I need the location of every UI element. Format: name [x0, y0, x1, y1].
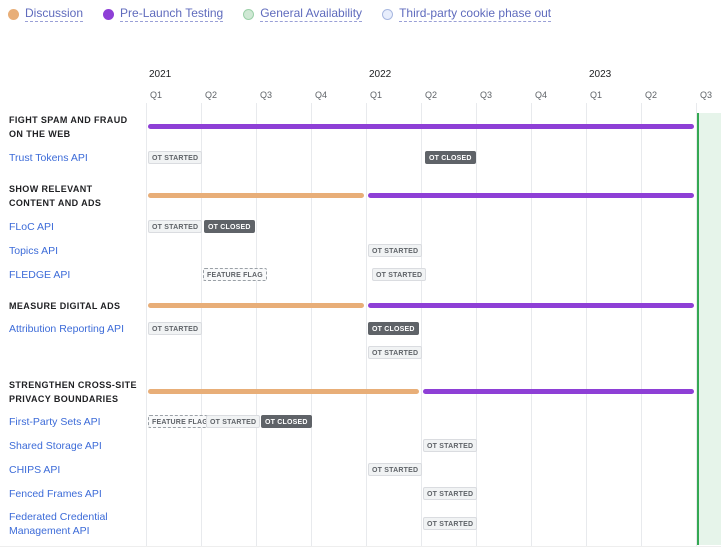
badge-ot-started: OT STARTED: [368, 244, 423, 257]
badge-ot-started: OT STARTED: [372, 268, 427, 281]
api-attribution-reporting[interactable]: Attribution Reporting API: [9, 323, 124, 335]
quarter-label: Q2: [425, 90, 438, 100]
legend-discussion[interactable]: Discussion: [8, 6, 84, 22]
api-fenced-frames[interactable]: Fenced Frames API: [9, 488, 102, 500]
testing-dot-icon: [103, 8, 115, 20]
grid-line: [256, 103, 257, 546]
grid-line: [641, 103, 642, 546]
api-trust-tokens[interactable]: Trust Tokens API: [9, 152, 88, 164]
cookie-dot-icon: [382, 8, 394, 20]
badge-ot-started: OT STARTED: [148, 151, 203, 164]
quarter-label: Q1: [590, 90, 603, 100]
discussion-dot-icon: [8, 8, 19, 20]
badge-feature-flag: FEATURE FLAG: [148, 415, 212, 428]
badge-ot-closed: OT CLOSED: [425, 151, 476, 164]
year-label: 2021: [149, 69, 172, 80]
api-floc[interactable]: FLoC API: [9, 221, 54, 233]
section-title-text: FIGHT SPAM AND FRAUD ON THE WEB: [9, 115, 128, 139]
section-title-privacy-boundaries: STRENGTHEN CROSS-SITE PRIVACY BOUNDARIES: [9, 378, 137, 406]
api-topics[interactable]: Topics API: [9, 245, 59, 257]
grid-line: [421, 103, 422, 546]
badge-ot-started: OT STARTED: [148, 322, 203, 335]
testing-bar: [423, 389, 694, 394]
badge-ot-closed: OT CLOSED: [368, 322, 419, 335]
legend-cookie-label: Third-party cookie phase out: [399, 6, 552, 22]
grid-line: [586, 103, 587, 546]
quarter-label: Q4: [535, 90, 548, 100]
legend: Discussion Pre-Launch Testing General Av…: [8, 6, 571, 22]
quarter-label: Q3: [260, 90, 273, 100]
legend-ga[interactable]: General Availability: [243, 6, 363, 22]
badge-ot-closed: OT CLOSED: [204, 220, 255, 233]
api-chips[interactable]: CHIPS API: [9, 464, 61, 476]
testing-bar: [148, 124, 694, 129]
discussion-bar: [148, 389, 419, 394]
section-title-fight-spam: FIGHT SPAM AND FRAUD ON THE WEB: [9, 113, 128, 141]
grid-line: [696, 103, 697, 546]
legend-cookie[interactable]: Third-party cookie phase out: [382, 6, 552, 22]
section-title-relevant-content: SHOW RELEVANT CONTENT AND ADS: [9, 182, 101, 210]
badge-ot-started: OT STARTED: [368, 463, 423, 476]
badge-feature-flag: FEATURE FLAG: [203, 268, 267, 281]
badge-ot-closed: OT CLOSED: [261, 415, 312, 428]
section-title-text: MEASURE DIGITAL ADS: [9, 301, 121, 311]
api-shared-storage[interactable]: Shared Storage API: [9, 440, 102, 452]
api-fledge[interactable]: FLEDGE API: [9, 269, 71, 281]
discussion-bar: [148, 193, 364, 198]
grid-line: [146, 103, 147, 546]
quarter-label: Q2: [645, 90, 658, 100]
ga-dot-icon: [243, 8, 255, 20]
api-first-party-sets[interactable]: First-Party Sets API: [9, 416, 101, 428]
quarter-label: Q4: [315, 90, 328, 100]
api-federated-credential-management[interactable]: Federated Credential Management API: [9, 511, 108, 537]
quarter-label: Q1: [370, 90, 383, 100]
testing-bar: [368, 303, 694, 308]
grid-line: [366, 103, 367, 546]
grid-line: [531, 103, 532, 546]
badge-ot-started: OT STARTED: [423, 517, 478, 530]
grid-line: [311, 103, 312, 546]
section-title-text: STRENGTHEN CROSS-SITE PRIVACY BOUNDARIES: [9, 380, 137, 404]
section-title-text: SHOW RELEVANT CONTENT AND ADS: [9, 184, 102, 208]
badge-ot-started: OT STARTED: [423, 487, 478, 500]
quarter-label: Q1: [150, 90, 163, 100]
quarter-label: Q3: [700, 90, 713, 100]
legend-testing-label: Pre-Launch Testing: [120, 6, 224, 22]
legend-discussion-label: Discussion: [25, 6, 84, 22]
discussion-bar: [148, 303, 364, 308]
badge-ot-started: OT STARTED: [423, 439, 478, 452]
legend-testing[interactable]: Pre-Launch Testing: [103, 6, 224, 22]
badge-ot-started: OT STARTED: [368, 346, 423, 359]
badge-ot-started: OT STARTED: [148, 220, 203, 233]
testing-bar: [368, 193, 694, 198]
year-label: 2023: [589, 69, 612, 80]
badge-ot-started: OT STARTED: [206, 415, 261, 428]
section-title-measure-ads: MEASURE DIGITAL ADS: [9, 299, 120, 313]
year-label: 2022: [369, 69, 392, 80]
quarter-label: Q2: [205, 90, 218, 100]
legend-ga-label: General Availability: [260, 6, 363, 22]
quarter-label: Q3: [480, 90, 493, 100]
grid-line: [476, 103, 477, 546]
bottom-divider: [0, 546, 721, 547]
general-availability-region: [697, 113, 721, 545]
